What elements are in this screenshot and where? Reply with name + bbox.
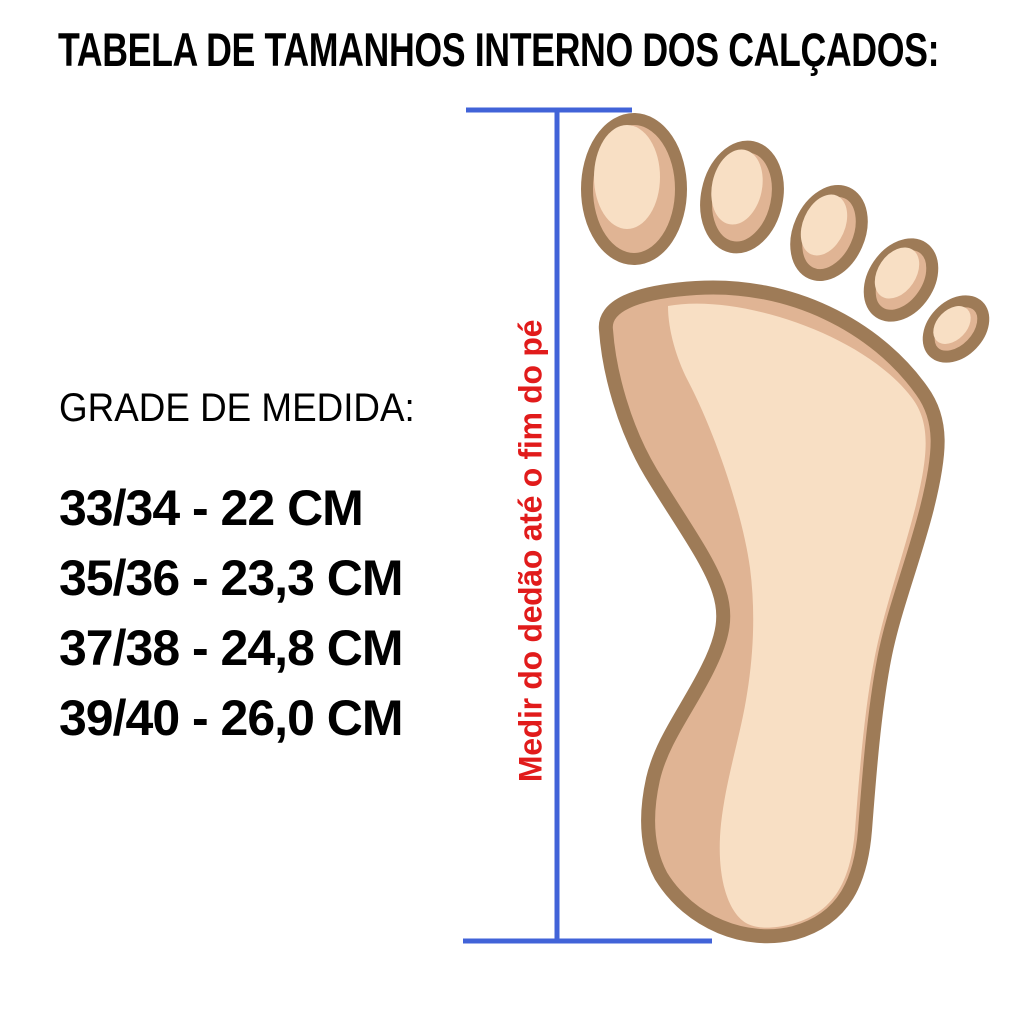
big-toe-highlight bbox=[594, 125, 660, 229]
measurement-label: Medir do dedão até o fim do pé bbox=[512, 319, 549, 783]
footprint-icon bbox=[581, 113, 990, 944]
size-row: 39/40 - 26,0 CM bbox=[59, 690, 404, 746]
measurement-bracket bbox=[463, 107, 712, 944]
size-row: 35/36 - 23,3 CM bbox=[59, 550, 404, 606]
third-toe-highlight bbox=[800, 194, 848, 256]
page-title: TABELA DE TAMANHOS INTERNO DOS CALÇADOS: bbox=[58, 23, 940, 76]
size-row: 37/38 - 24,8 CM bbox=[59, 620, 404, 676]
second-toe-highlight bbox=[711, 149, 763, 225]
size-guide-heading: GRADE DE MEDIDA: bbox=[59, 386, 415, 430]
size-row: 33/34 - 22 CM bbox=[59, 480, 364, 536]
fourth-toe-highlight bbox=[874, 247, 920, 299]
sole-highlight bbox=[668, 303, 926, 928]
little-toe-highlight bbox=[933, 306, 971, 344]
size-guide-rows: 33/34 - 22 CM 35/36 - 23,3 CM 37/38 - 24… bbox=[59, 473, 404, 753]
foot-light-layer bbox=[594, 125, 971, 928]
